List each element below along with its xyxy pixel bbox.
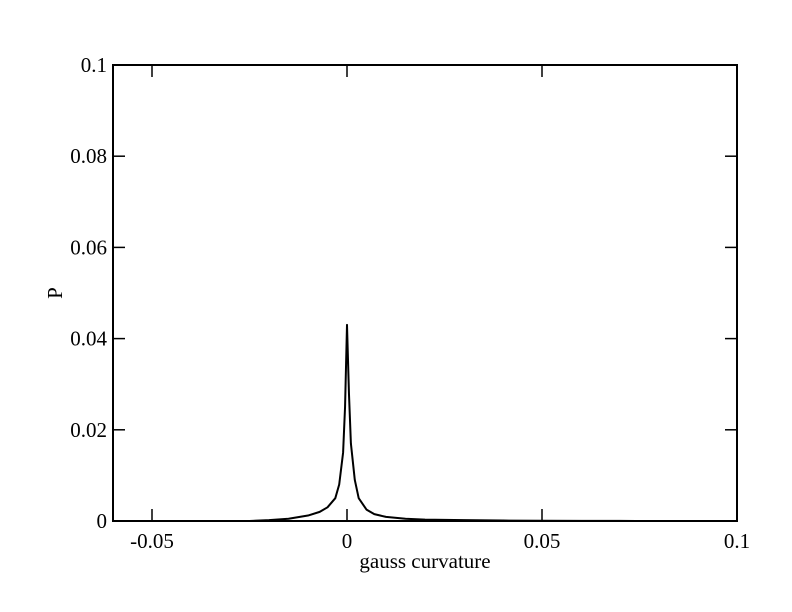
x-tick-label: 0 — [342, 529, 353, 553]
x-tick-label: 0.1 — [724, 529, 750, 553]
y-tick-label: 0.08 — [70, 144, 107, 168]
plot-frame — [112, 64, 738, 522]
y-tick-label: 0.02 — [70, 418, 107, 442]
data-line — [249, 323, 660, 522]
y-axis-label: P — [43, 287, 67, 299]
y-tick-label: 0 — [97, 509, 108, 533]
y-tick-label: 0.1 — [81, 53, 107, 77]
y-tick-label: 0.04 — [70, 327, 107, 351]
y-tick-label: 0.06 — [70, 235, 107, 259]
x-tick-label: 0.05 — [524, 529, 561, 553]
x-axis-label: gauss curvature — [359, 549, 490, 573]
x-tick-label: -0.05 — [130, 529, 174, 553]
